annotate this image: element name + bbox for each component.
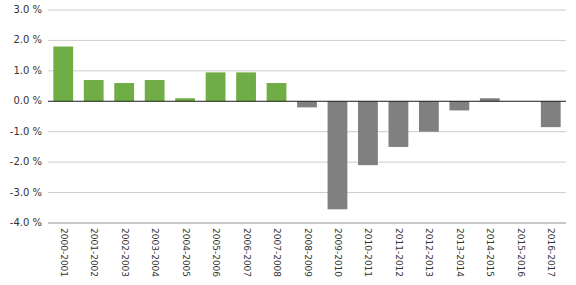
x-tick-label: 2001-2002 [89, 228, 99, 277]
bars [53, 47, 560, 210]
x-axis-line [48, 223, 566, 224]
x-tick-label: 2014-2015 [485, 228, 495, 277]
zero-baseline [48, 101, 566, 102]
y-tick-labels: -4.0 % -3.0 % -2.0 % -1.0 % 0.0 % 1.0 % 2.0 % 3… [10, 4, 42, 228]
x-tick-label: 2016-2017 [546, 228, 556, 277]
bar [297, 101, 317, 107]
grid-line [48, 192, 566, 193]
x-tick-labels: 2000-2001 2001-2002 2002-2003 2003-2004 2004… [59, 228, 557, 277]
grid-line [48, 101, 566, 102]
x-tick-label: 2002-2003 [120, 228, 130, 277]
bar [236, 72, 256, 101]
grid-line [48, 162, 566, 163]
x-tick-label: 2008-2009 [303, 228, 313, 277]
bar [206, 72, 226, 101]
bar [328, 101, 348, 209]
x-tick-label: 2013-2014 [455, 228, 465, 277]
x-tick-label: 2015-2016 [516, 228, 526, 277]
bar [419, 101, 439, 131]
chart-container: -4.0 % -3.0 % -2.0 % -1.0 % 0.0 % 1.0 % 2.0 % 3… [0, 0, 576, 285]
grid-line [48, 70, 566, 71]
grid-line [48, 131, 566, 132]
x-tick-label: 2004-2005 [181, 228, 191, 277]
x-tick-label: 2003-2004 [150, 228, 160, 277]
chart-svg: -4.0 % -3.0 % -2.0 % -1.0 % 0.0 % 1.0 % 2.0 % 3… [0, 0, 576, 285]
bar [114, 83, 134, 101]
bar [449, 101, 469, 110]
x-tick-label: 2007-2008 [272, 228, 282, 277]
y-grid [48, 10, 566, 223]
x-tick-label: 2005-2006 [211, 228, 221, 277]
bar [541, 101, 561, 127]
bar [84, 80, 104, 101]
bar [53, 47, 73, 102]
x-tick-label: 2006-2007 [242, 228, 252, 277]
y-tick-label: -3.0 % [10, 187, 42, 198]
grid-line [48, 40, 566, 41]
bar [389, 101, 409, 147]
bar [145, 80, 165, 101]
x-tick-label: 2012-2013 [424, 228, 434, 277]
grid-line [48, 10, 566, 11]
grid-line [48, 223, 566, 224]
y-tick-label: 0.0 % [13, 95, 42, 106]
x-tick-label: 2000-2001 [59, 228, 69, 277]
bar [267, 83, 287, 101]
x-tick-label: 2010-2011 [363, 228, 373, 277]
y-tick-label: -4.0 % [10, 217, 42, 228]
y-tick-label: 2.0 % [13, 34, 42, 45]
y-tick-label: -1.0 % [10, 126, 42, 137]
y-tick-label: 3.0 % [13, 4, 42, 15]
y-tick-label: 1.0 % [13, 65, 42, 76]
bar [358, 101, 378, 165]
y-tick-label: -2.0 % [10, 156, 42, 167]
bar [175, 98, 195, 101]
x-tick-label: 2009-2010 [333, 228, 343, 277]
x-tick-label: 2011-2012 [394, 228, 404, 277]
bar [480, 98, 500, 101]
